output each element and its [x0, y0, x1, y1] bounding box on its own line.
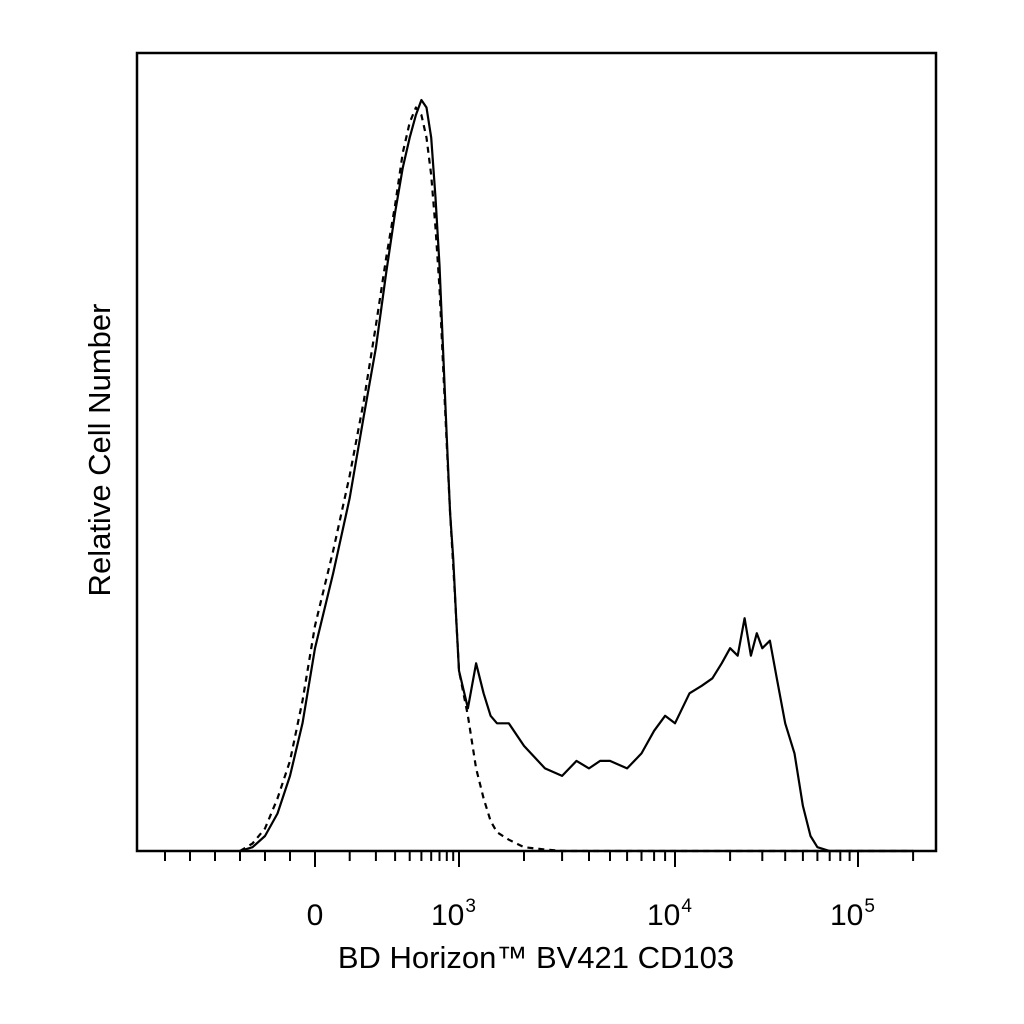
- x-tick-label: 104: [647, 896, 692, 932]
- x-axis-tick-labels: 0 103 104 105: [307, 896, 875, 932]
- stained-sample-line: [239, 98, 914, 853]
- x-tick-label: 105: [830, 896, 875, 932]
- x-axis-label: BD Horizon™ BV421 CD103: [338, 940, 734, 975]
- x-tick-label: 0: [307, 899, 324, 932]
- series-layer: [239, 98, 914, 853]
- isotype-control-line: [239, 106, 914, 853]
- plot-frame: [135, 51, 938, 853]
- y-axis-label: Relative Cell Number: [82, 304, 117, 597]
- x-axis-ticks: [164, 851, 915, 867]
- x-tick-label: 103: [431, 896, 476, 932]
